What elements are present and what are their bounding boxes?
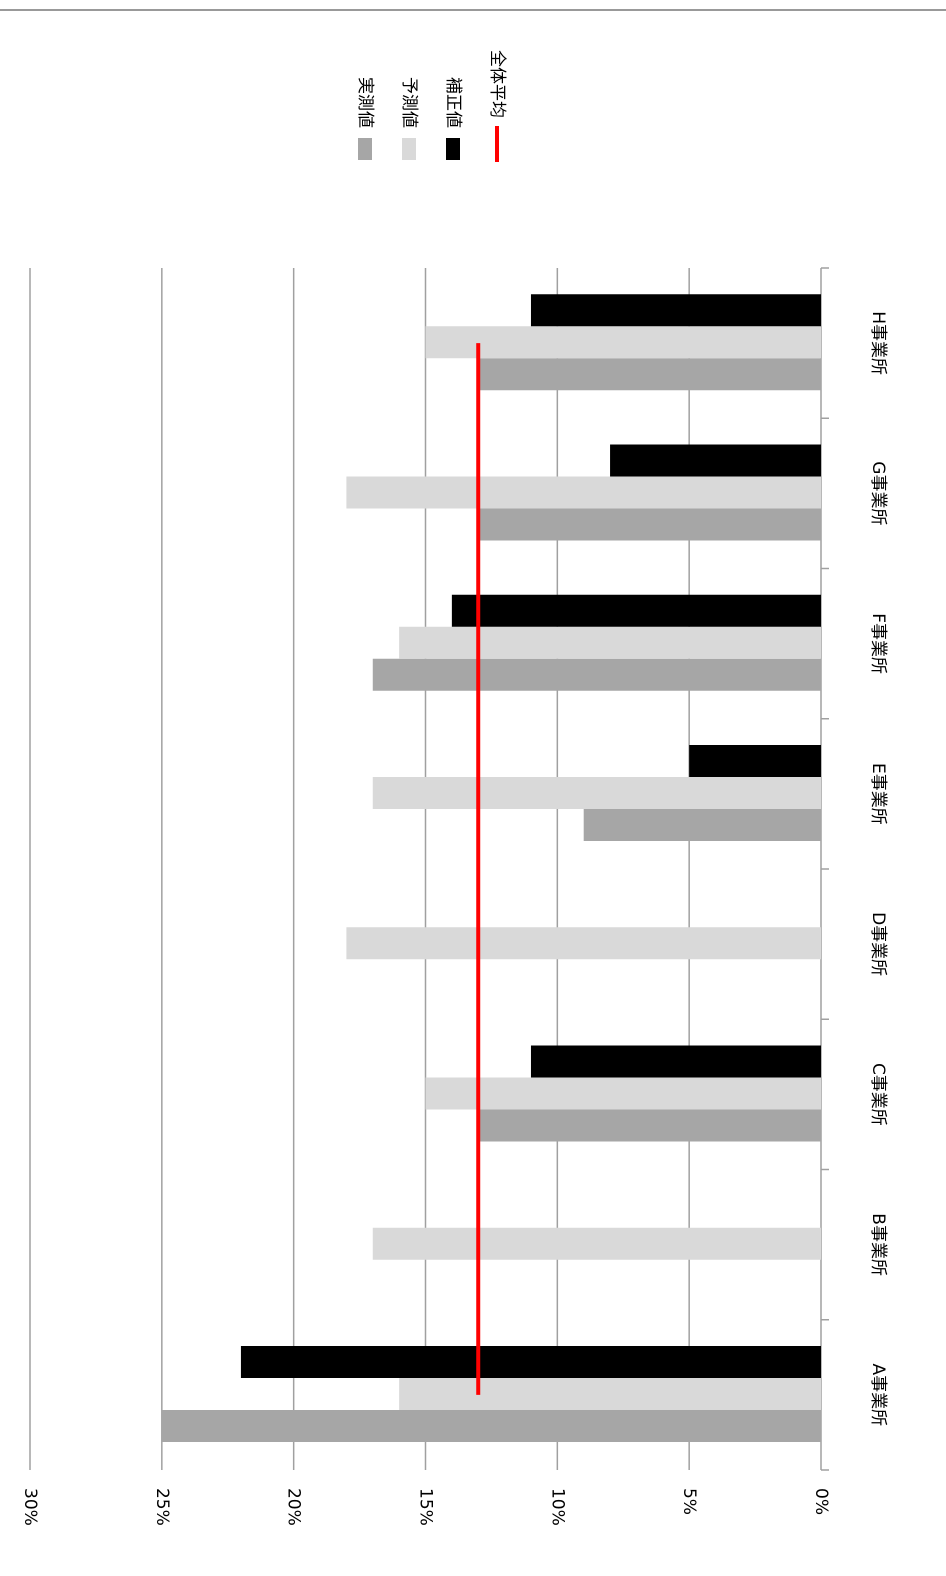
bar xyxy=(451,594,821,627)
bar xyxy=(372,777,821,809)
bar xyxy=(372,1227,821,1260)
legend-label: 補正値 xyxy=(443,77,463,128)
bar xyxy=(425,1077,821,1110)
bar xyxy=(161,1410,822,1442)
bar xyxy=(346,476,821,509)
y-tick-label: 15% xyxy=(416,1488,436,1526)
bar xyxy=(583,809,821,841)
bar xyxy=(346,927,821,960)
x-tick-label: B事業所 xyxy=(868,1213,888,1276)
x-tick-label: E事業所 xyxy=(868,763,888,825)
bar xyxy=(240,1346,821,1378)
x-tick-label: D事業所 xyxy=(868,912,888,976)
y-tick-label: 30% xyxy=(20,1488,40,1526)
y-tick-label: 20% xyxy=(284,1488,304,1526)
bar xyxy=(425,326,821,359)
legend-label: 実測値 xyxy=(355,77,375,128)
bar xyxy=(478,358,821,391)
bar xyxy=(530,1045,821,1078)
x-tick-label: F事業所 xyxy=(868,613,888,674)
x-tick-label: H事業所 xyxy=(868,311,888,375)
bar xyxy=(610,444,821,477)
legend-label: 予測値 xyxy=(399,77,419,128)
legend-swatch xyxy=(358,138,372,160)
legend-swatch xyxy=(446,138,460,160)
bar xyxy=(689,745,821,777)
legend-label: 全体平均 xyxy=(487,50,507,118)
bar xyxy=(399,626,821,659)
bar xyxy=(530,294,821,327)
bar xyxy=(372,658,821,691)
x-tick-label: C事業所 xyxy=(868,1063,888,1126)
y-tick-label: 25% xyxy=(152,1488,172,1526)
bar xyxy=(478,508,821,541)
x-tick-label: A事業所 xyxy=(868,1364,888,1427)
y-tick-label: 0% xyxy=(811,1488,831,1515)
y-tick-label: 5% xyxy=(679,1488,699,1515)
bar xyxy=(478,1109,821,1142)
x-tick-label: G事業所 xyxy=(868,461,888,525)
y-tick-label: 10% xyxy=(547,1488,567,1526)
bar xyxy=(399,1378,821,1410)
legend-swatch xyxy=(402,138,416,160)
